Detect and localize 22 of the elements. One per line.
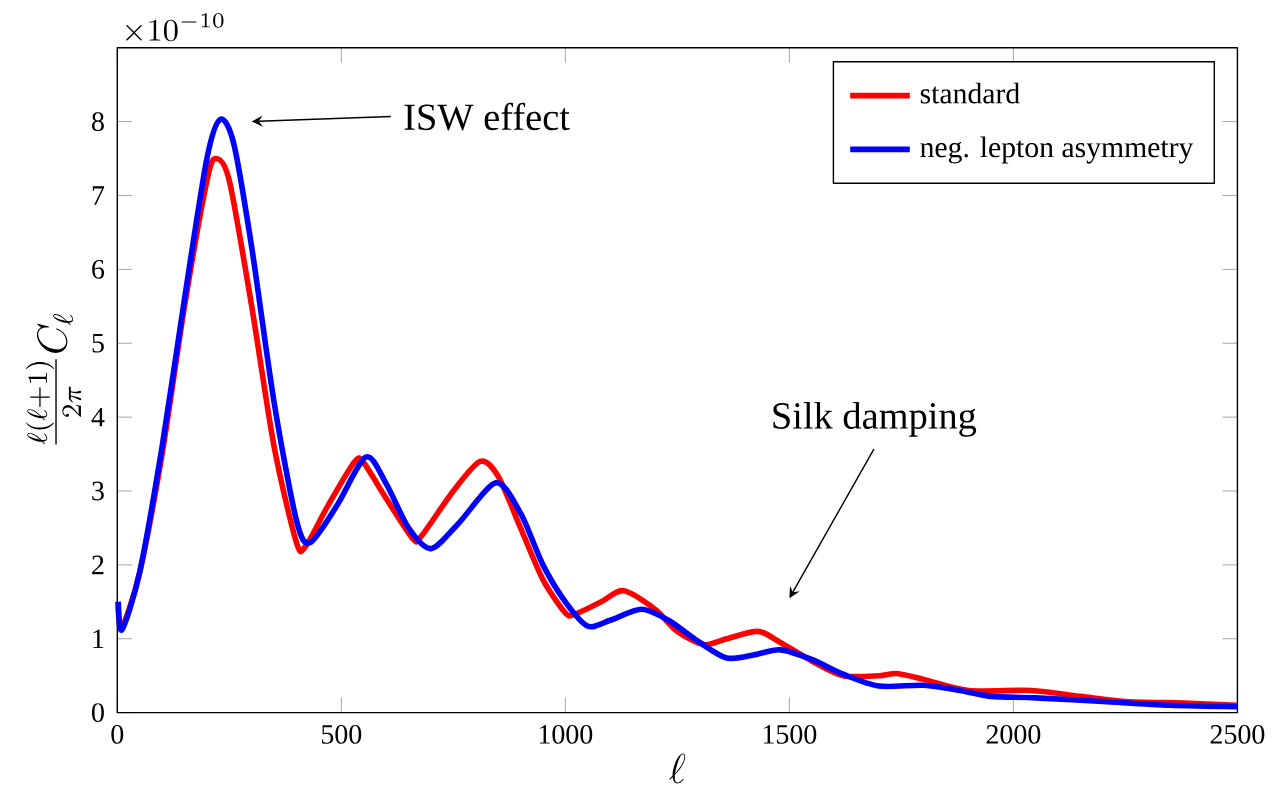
y-axis-title: $\frac{\ell(\ell+1)}{2\pi}C_\ell$ (26, 314, 82, 445)
y-tick-label: 2 (92, 555, 104, 575)
legend-label: neg. lepton asymmetry (920, 136, 1194, 164)
y-tick-label: 8 (92, 112, 104, 132)
y-tick-label: 6 (92, 260, 105, 279)
annotation: Silk damping (773, 402, 977, 437)
x-axis-title: $\ell$ (669, 753, 686, 784)
y-tick-label: 7 (92, 186, 105, 205)
x-tick-label: 2000 (986, 725, 1041, 745)
y-tick-label: 4 (91, 408, 105, 427)
x-tick-label: 500 (322, 725, 362, 745)
x-tick-label: 1500 (763, 725, 817, 745)
y-tick-label: 5 (92, 334, 104, 353)
x-tick-label: 0 (111, 725, 124, 745)
y-tick-label: 1 (93, 629, 104, 649)
legend-label: standard (920, 82, 1020, 104)
y-tick-label: 3 (92, 481, 104, 501)
annotation: ISW effect (404, 102, 570, 131)
x-tick-label: 2500 (1210, 725, 1265, 745)
text: $\times10^{-10}$ (126, 13, 224, 42)
x-tick-label: 1000 (539, 725, 593, 745)
y-tick-label: 0 (92, 703, 104, 723)
